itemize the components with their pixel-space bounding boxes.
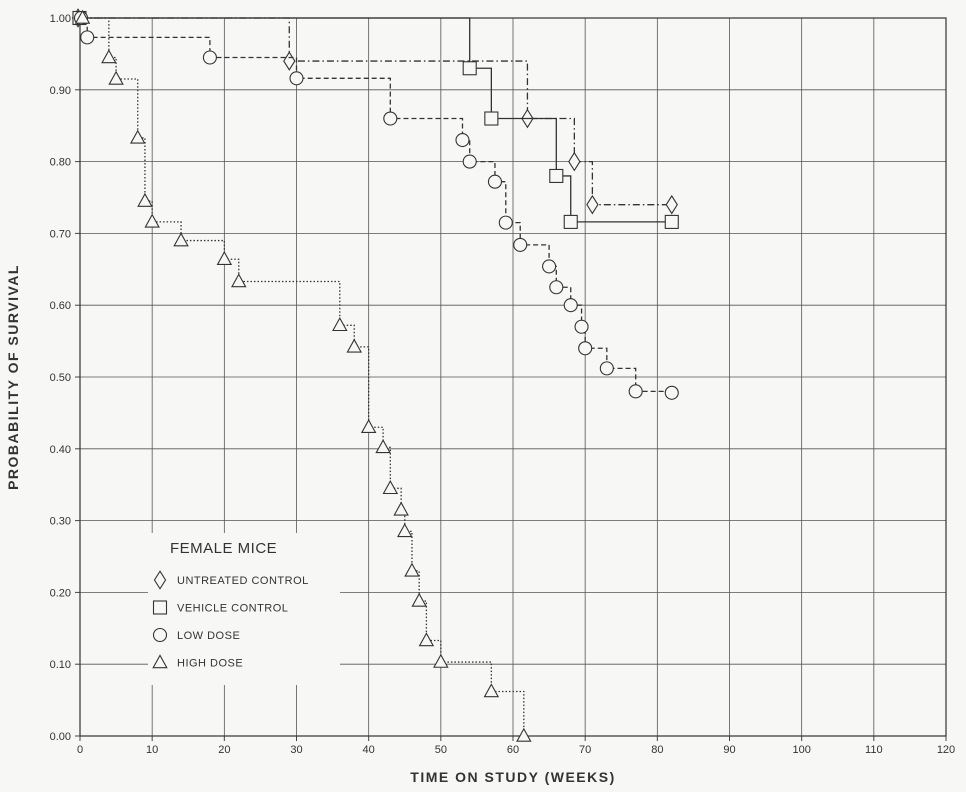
data-point	[289, 71, 304, 86]
series-high-dose	[74, 9, 532, 742]
x-tick-label: 30	[290, 744, 302, 756]
data-point	[586, 194, 599, 215]
data-point	[664, 385, 679, 400]
data-point	[411, 592, 427, 607]
y-tick-label: 0.10	[50, 659, 71, 671]
data-point	[513, 237, 528, 252]
data-point	[108, 70, 124, 85]
data-point	[599, 361, 614, 376]
x-tick-label: 20	[218, 744, 230, 756]
x-tick-label: 120	[937, 744, 955, 756]
data-point	[664, 214, 679, 229]
y-axis-title: PROBABILITY OF SURVIVAL	[5, 264, 21, 490]
y-tick-label: 0.90	[50, 85, 71, 97]
plot-frame	[79, 17, 947, 737]
legend-label: UNTREATED CONTROL	[177, 575, 309, 587]
legend-label: VEHICLE CONTROL	[177, 603, 288, 615]
x-tick-label: 10	[146, 744, 158, 756]
y-tick-label: 0.30	[50, 516, 71, 528]
x-tick-label: 70	[579, 744, 591, 756]
legend-label: LOW DOSE	[177, 630, 240, 642]
y-tick-label: 0.20	[50, 587, 71, 599]
data-point	[568, 151, 581, 172]
data-point	[404, 562, 420, 577]
data-point	[516, 727, 532, 742]
legend: UNTREATED CONTROL VEHICLE CONTROL LOW DOSE…	[148, 533, 340, 685]
data-point	[231, 273, 247, 288]
data-point	[346, 338, 362, 353]
legend-label: HIGH DOSE	[177, 658, 243, 670]
data-point	[101, 49, 117, 64]
data-point	[144, 213, 160, 228]
data-point	[433, 653, 449, 668]
data-point	[173, 232, 189, 247]
data-point	[383, 111, 398, 126]
x-axis-title: TIME ON STUDY (WEEKS)	[410, 769, 615, 785]
data-point	[137, 192, 153, 207]
y-tick-label: 0.70	[50, 228, 71, 240]
data-point	[549, 280, 564, 295]
legend-background	[148, 533, 340, 685]
data-point	[563, 214, 578, 229]
legend-marker	[152, 600, 168, 615]
x-tick-label: 90	[723, 744, 735, 756]
data-point	[202, 50, 217, 65]
x-tick-label: 110	[865, 744, 883, 756]
x-tick-label: 0	[77, 744, 83, 756]
data-point	[574, 319, 589, 334]
data-point	[283, 51, 296, 71]
legend-marker	[152, 654, 168, 669]
data-point	[360, 418, 377, 434]
data-point	[216, 250, 233, 265]
data-point	[418, 632, 435, 647]
data-point	[74, 9, 91, 24]
x-tick-label: 60	[507, 744, 519, 756]
data-point	[484, 111, 499, 126]
series-low-dose	[73, 10, 679, 400]
data-point	[487, 174, 503, 189]
data-point	[375, 439, 391, 454]
data-point	[393, 501, 409, 516]
data-point	[462, 61, 477, 76]
y-tick-label: 0.80	[50, 157, 71, 169]
data-point	[549, 168, 564, 184]
axes: 0 10 20 30 40 50 60 70 80 90 100 110 120 0.00 0.10 0.20…	[50, 13, 956, 756]
y-tick-label: 0.40	[50, 444, 71, 456]
data-point	[455, 133, 470, 148]
data-point	[80, 30, 95, 45]
data-point	[396, 523, 413, 538]
legend-marker	[152, 627, 168, 643]
data-point	[542, 259, 557, 274]
series-line	[80, 17, 672, 223]
series-group	[71, 8, 679, 742]
data-point	[498, 215, 513, 230]
data-point	[462, 154, 477, 169]
data-point	[129, 129, 146, 144]
x-tick-label: 100	[792, 744, 810, 756]
data-point	[578, 341, 593, 356]
data-point	[332, 317, 348, 332]
data-point	[483, 683, 500, 698]
data-point	[665, 194, 678, 215]
series-line	[80, 17, 673, 393]
y-tick-label: 0.60	[50, 300, 71, 312]
y-tick-label: 0.00	[50, 731, 71, 743]
legend-title: FEMALE MICE	[170, 540, 277, 557]
y-tick-label: 0.50	[50, 372, 71, 384]
x-tick-label: 40	[363, 744, 375, 756]
data-point	[382, 480, 399, 495]
x-tick-label: 80	[651, 744, 663, 756]
x-tick-label: 50	[435, 744, 447, 756]
y-tick-label: 1.00	[50, 13, 71, 25]
data-point	[628, 384, 643, 399]
legend-marker	[153, 570, 167, 590]
data-point	[563, 298, 578, 313]
